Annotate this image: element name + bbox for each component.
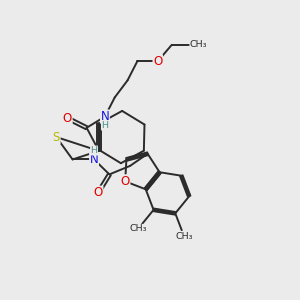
Text: N: N (90, 153, 98, 166)
Text: N: N (100, 110, 109, 123)
Text: H: H (91, 146, 98, 155)
Text: H: H (101, 121, 108, 130)
Text: O: O (63, 112, 72, 125)
Text: CH₃: CH₃ (175, 232, 193, 241)
Text: S: S (53, 130, 60, 144)
Text: O: O (153, 55, 162, 68)
Text: CH₃: CH₃ (129, 224, 147, 233)
Text: O: O (121, 175, 130, 188)
Text: CH₃: CH₃ (190, 40, 207, 50)
Text: O: O (94, 186, 103, 199)
